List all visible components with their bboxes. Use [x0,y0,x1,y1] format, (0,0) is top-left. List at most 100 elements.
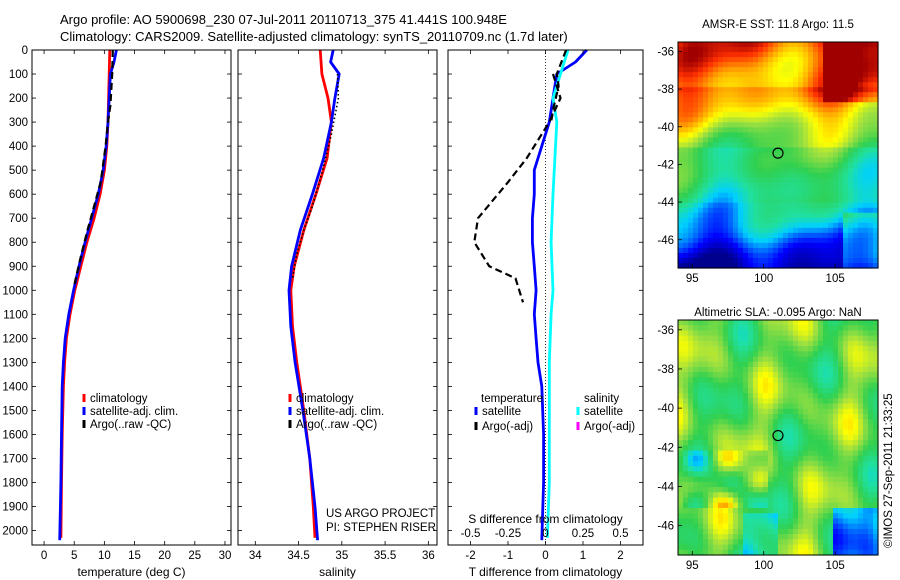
sst-heatmap-cell [858,87,864,93]
sst-heatmap-cell [853,217,859,224]
sst-heatmap-cell [873,207,879,214]
sst-heatmap-cell [748,187,754,194]
sla-heatmap-cell [873,508,879,514]
sla-heatmap-cell [833,393,839,399]
sst-heatmap-cell [728,197,734,204]
sst-heatmap-cell [738,202,744,209]
sla-heatmap-cell [678,497,684,504]
sst-heatmap-cell [738,237,744,244]
sla-heatmap-cell [683,466,689,473]
sla-heatmap-cell [873,325,879,332]
sla-heatmap-cell [688,466,694,473]
sst-heatmap-cell [688,162,694,169]
sst-heatmap-cell [678,142,684,149]
sla-heatmap-cell [863,508,869,514]
sst-heatmap-cell [808,207,814,214]
sst-heatmap-cell [683,102,689,108]
sst-heatmap-cell [678,262,684,269]
sla-heatmap-cell [713,518,719,525]
sla-heatmap-cell [788,487,794,493]
sla-heatmap-cell [853,408,859,415]
sla-heatmap-cell [678,414,684,420]
sst-heatmap-cell [828,87,834,93]
sst-heatmap-cell [698,257,704,264]
sla-heatmap-cell [808,476,814,483]
sla-heatmap-cell [873,387,879,394]
sst-heatmap-cell [863,132,869,139]
sla-heatmap-cell [843,408,849,415]
sst-heatmap-cell [833,222,839,229]
sst-heatmap-cell [683,237,689,244]
sla-heatmap-cell [843,330,849,337]
sla-heatmap-cell [793,513,799,520]
sla-heatmap-cell [858,387,864,394]
sla-heatmap-cell [733,523,739,530]
sst-heatmap-cell [793,112,799,118]
sst-heatmap-cell [773,162,779,169]
sla-heatmap-cell [868,450,874,457]
sst-heatmap-cell [758,237,764,244]
sla-heatmap-cell [718,534,724,540]
sst-heatmap-cell [798,242,804,249]
sst-heatmap-cell [838,152,844,159]
sst-heatmap-cell [718,172,724,179]
sla-heatmap-cell [758,508,764,514]
sst-heatmap-cell [703,142,709,149]
sst-heatmap-cell [873,47,879,53]
sla-heatmap-cell [773,325,779,332]
sst-heatmap-cell [763,242,769,249]
sst-heatmap-cell [788,217,794,224]
sla-heatmap-cell [863,325,869,332]
sst-heatmap-cell [833,57,839,63]
sla-heatmap-cell [838,377,844,384]
sst-heatmap-cell [858,102,864,108]
sst-heatmap-cell [863,77,869,83]
sst-heatmap-cell [863,192,869,199]
sst-heatmap-cell [753,212,759,219]
sst-heatmap-cell [818,117,824,123]
sla-heatmap-cell [838,424,844,431]
sla-ytick-label: -36 [657,325,674,337]
sla-heatmap-cell [733,403,739,410]
sst-heatmap-cell [763,42,769,48]
sla-heatmap-cell [738,367,744,373]
sst-heatmap-cell [838,247,844,254]
sla-heatmap-cell [873,434,879,441]
sla-heatmap-cell [808,461,814,467]
sla-heatmap-cell [748,377,754,384]
sst-heatmap-cell [773,227,779,234]
sst-heatmap-cell [863,127,869,133]
sla-heatmap-cell [708,419,714,426]
sst-heatmap-cell [728,107,734,113]
sst-heatmap-cell [818,172,824,179]
sst-heatmap-cell [713,42,719,48]
sla-heatmap-cell [773,393,779,399]
sst-heatmap-cell [773,192,779,199]
sla-heatmap-cell [693,508,699,514]
sst-heatmap-cell [723,42,729,48]
sla-heatmap-cell [863,377,869,384]
sst-heatmap-cell [798,232,804,239]
sla-heatmap-cell [843,320,849,326]
sst-heatmap-cell [778,262,784,269]
sla-heatmap-cell [723,476,729,483]
sla-heatmap-cell [833,335,839,342]
sst-heatmap-cell [788,42,794,48]
sst-heatmap-cell [858,177,864,184]
sst-heatmap-cell [758,152,764,159]
sla-heatmap-cell [693,429,699,436]
temperature-xtick-label: 20 [158,550,171,562]
sla-heatmap-cell [748,508,754,514]
sst-heatmap-cell [873,67,879,73]
sla-heatmap-cell [763,346,769,352]
sla-heatmap-cell [738,382,744,389]
sla-heatmap-cell [828,340,834,347]
sla-heatmap-cell [713,508,719,514]
sst-heatmap-cell [743,107,749,113]
sla-heatmap-cell [718,528,724,535]
sla-heatmap-cell [688,471,694,478]
sla-heatmap-cell [698,528,704,535]
sst-heatmap-cell [823,177,829,184]
sst-heatmap-cell [698,112,704,118]
sst-heatmap-cell [813,217,819,224]
